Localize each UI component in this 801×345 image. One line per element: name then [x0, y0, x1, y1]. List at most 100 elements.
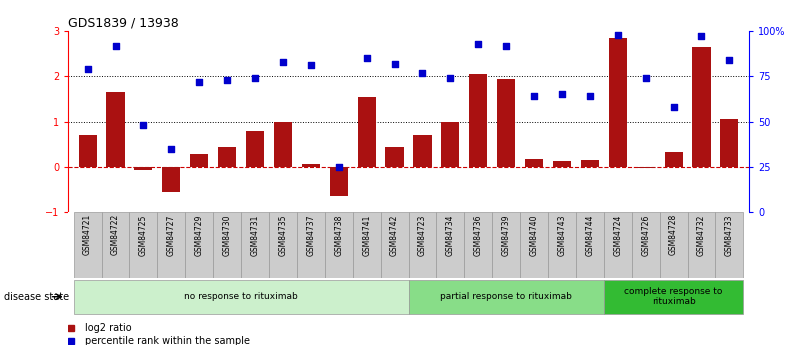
Point — [193, 79, 206, 85]
Text: GSM84727: GSM84727 — [167, 214, 176, 256]
Point — [304, 63, 317, 68]
Point — [248, 75, 261, 81]
Bar — [269, 212, 297, 278]
Bar — [380, 212, 409, 278]
Point — [165, 146, 178, 151]
Bar — [409, 212, 437, 278]
Text: GSM84732: GSM84732 — [697, 214, 706, 256]
Text: partial response to rituximab: partial response to rituximab — [441, 292, 572, 301]
Point — [472, 41, 485, 47]
Bar — [493, 212, 520, 278]
Text: GSM84734: GSM84734 — [446, 214, 455, 256]
Bar — [274, 121, 292, 167]
Point — [639, 75, 652, 81]
Bar — [609, 38, 627, 167]
Bar — [604, 212, 632, 278]
Text: GSM84722: GSM84722 — [111, 214, 120, 255]
Text: GSM84731: GSM84731 — [251, 214, 260, 256]
Bar — [576, 212, 604, 278]
Point — [137, 122, 150, 128]
Bar — [102, 212, 130, 278]
Bar — [660, 212, 687, 278]
Point — [723, 57, 736, 63]
Text: GSM84744: GSM84744 — [586, 214, 594, 256]
Bar — [385, 147, 404, 167]
Text: GSM84735: GSM84735 — [279, 214, 288, 256]
Bar — [497, 79, 515, 167]
Bar — [441, 121, 460, 167]
Text: GDS1839 / 13938: GDS1839 / 13938 — [68, 17, 179, 30]
Bar — [213, 212, 241, 278]
Point — [695, 34, 708, 39]
Bar — [692, 47, 710, 167]
Bar — [548, 212, 576, 278]
Bar — [163, 167, 180, 192]
Point — [360, 56, 373, 61]
Bar — [246, 131, 264, 167]
Point — [528, 93, 541, 99]
Text: GSM84736: GSM84736 — [473, 214, 483, 256]
Bar — [352, 212, 380, 278]
Bar — [525, 159, 543, 167]
Point — [500, 43, 513, 48]
Text: log2 ratio: log2 ratio — [85, 323, 131, 333]
Bar — [409, 279, 604, 314]
Bar — [130, 212, 157, 278]
Text: GSM84738: GSM84738 — [334, 214, 344, 256]
Point — [444, 75, 457, 81]
Point — [109, 43, 122, 48]
Bar — [297, 212, 324, 278]
Bar — [437, 212, 465, 278]
Point — [276, 59, 289, 65]
Bar — [553, 161, 571, 167]
Text: GSM84726: GSM84726 — [641, 214, 650, 256]
Text: GSM84725: GSM84725 — [139, 214, 148, 256]
Bar — [190, 154, 208, 167]
Bar — [520, 212, 548, 278]
Text: GSM84741: GSM84741 — [362, 214, 371, 256]
Point — [388, 61, 401, 67]
Bar — [465, 212, 493, 278]
Bar — [469, 74, 487, 167]
Bar — [632, 212, 660, 278]
Text: GSM84733: GSM84733 — [725, 214, 734, 256]
Text: GSM84729: GSM84729 — [195, 214, 203, 256]
Bar — [107, 92, 125, 167]
Point — [611, 32, 624, 38]
Bar — [324, 212, 352, 278]
Text: no response to rituximab: no response to rituximab — [184, 292, 298, 301]
Text: GSM84740: GSM84740 — [529, 214, 538, 256]
Point — [583, 93, 596, 99]
Point — [221, 77, 234, 83]
Text: GSM84739: GSM84739 — [501, 214, 511, 256]
Text: GSM84723: GSM84723 — [418, 214, 427, 256]
Text: percentile rank within the sample: percentile rank within the sample — [85, 336, 250, 345]
Bar — [135, 167, 152, 170]
Bar — [218, 147, 236, 167]
Bar — [637, 167, 654, 168]
Text: GSM84730: GSM84730 — [223, 214, 231, 256]
Point — [81, 66, 94, 72]
Point — [556, 92, 569, 97]
Bar — [720, 119, 739, 167]
Bar — [74, 212, 102, 278]
Text: GSM84742: GSM84742 — [390, 214, 399, 256]
Text: GSM84724: GSM84724 — [614, 214, 622, 256]
Point — [332, 164, 345, 170]
Bar — [687, 212, 715, 278]
Bar — [78, 135, 97, 167]
Point — [667, 104, 680, 110]
Text: GSM84743: GSM84743 — [557, 214, 566, 256]
Bar — [330, 167, 348, 196]
Bar — [157, 212, 185, 278]
Bar — [357, 97, 376, 167]
Bar — [74, 279, 409, 314]
Text: complete response to
rituximab: complete response to rituximab — [625, 287, 723, 306]
Bar — [241, 212, 269, 278]
Text: disease state: disease state — [4, 292, 69, 302]
Point — [416, 70, 429, 76]
Bar — [665, 152, 682, 167]
Bar — [604, 279, 743, 314]
Bar — [185, 212, 213, 278]
Bar — [581, 160, 599, 167]
